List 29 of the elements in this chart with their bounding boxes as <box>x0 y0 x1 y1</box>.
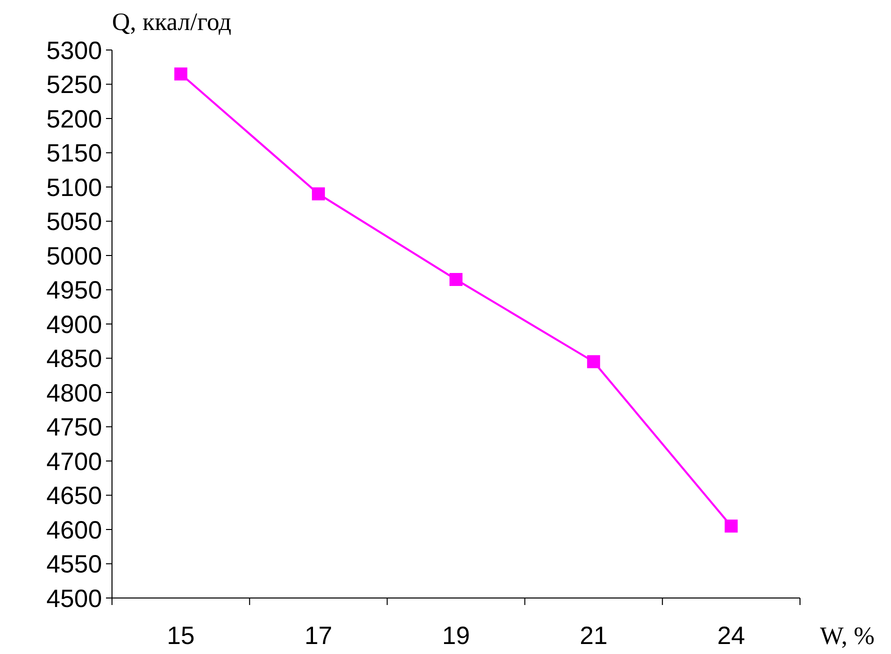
x-tick-label: 15 <box>166 622 195 650</box>
y-tick-label: 5050 <box>46 208 102 236</box>
point <box>587 355 600 368</box>
y-tick-label: 4800 <box>46 379 102 408</box>
x-tick-label: 17 <box>304 622 332 650</box>
y-tick-label: 4950 <box>46 276 102 304</box>
x-axis-title: W, % <box>820 623 875 650</box>
point <box>450 272 462 286</box>
y-tick-label: 4500 <box>46 584 102 613</box>
y-tick-label: 5300 <box>46 36 102 65</box>
y-axis-title: Q, ккал/год <box>112 9 232 36</box>
y-tick-label: 4700 <box>46 448 102 476</box>
y-tick-label: 4650 <box>46 482 102 510</box>
point <box>312 187 325 200</box>
point <box>724 520 738 533</box>
y-tick-label: 5250 <box>46 71 102 99</box>
y-tick-label: 5200 <box>46 105 102 134</box>
y-tick-label: 5100 <box>46 174 102 202</box>
y-tick-label: 4750 <box>46 414 102 442</box>
y-tick-label: 5150 <box>46 140 102 168</box>
y-tick-label: 5000 <box>46 242 102 270</box>
x-tick-label: 24 <box>717 622 746 650</box>
x-tick-label: 19 <box>442 622 470 650</box>
point <box>174 67 188 80</box>
y-tick-label: 4900 <box>46 310 102 339</box>
y-tick-label: 4550 <box>46 550 102 578</box>
x-tick-label: 21 <box>580 622 608 650</box>
y-tick-label: 4850 <box>46 345 102 373</box>
y-tick-label: 4600 <box>46 516 102 544</box>
